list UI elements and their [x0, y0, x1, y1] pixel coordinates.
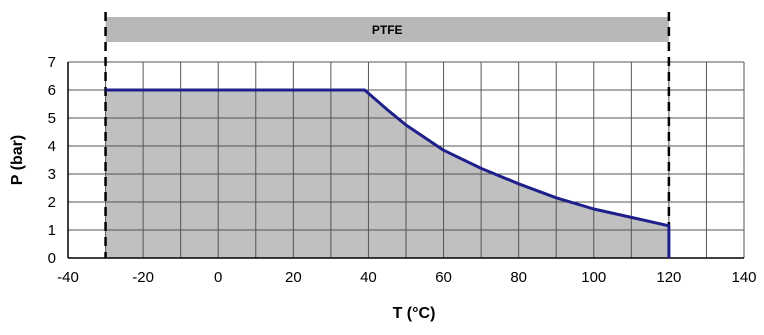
- y-tick-label: 1: [48, 222, 56, 239]
- pressure-curve: [105, 88, 671, 258]
- y-tick-label: 3: [48, 166, 56, 183]
- x-tick-labels: -40 -20 0 20 40 60 80 100 120 140: [57, 269, 756, 286]
- band-label: PTFE: [372, 23, 403, 37]
- y-tick-label: 4: [48, 138, 56, 155]
- x-tick-label: -40: [57, 269, 79, 286]
- y-tick-label: 6: [48, 82, 56, 99]
- x-tick-label: 120: [656, 269, 681, 286]
- band-rect: [105, 17, 669, 42]
- x-tick-label: 60: [435, 269, 452, 286]
- x-tick-label: 20: [285, 269, 302, 286]
- limit-lines: [104, 12, 671, 258]
- x-tick-label: 40: [360, 269, 377, 286]
- x-tick-label: -20: [132, 269, 154, 286]
- y-tick-label: 0: [48, 250, 56, 267]
- x-tick-label: 0: [214, 269, 222, 286]
- x-axis-title: T (°C): [393, 305, 436, 322]
- y-tick-label: 5: [48, 110, 56, 127]
- x-tick-label: 100: [581, 269, 606, 286]
- x-tick-label: 80: [510, 269, 527, 286]
- y-tick-labels: 0 1 2 3 4 5 6 7: [48, 54, 56, 267]
- y-tick-label: 7: [48, 54, 56, 71]
- axes: [67, 62, 744, 259]
- y-axis-title: P (bar): [9, 135, 26, 185]
- x-tick-label: 140: [731, 269, 756, 286]
- y-tick-label: 2: [48, 194, 56, 211]
